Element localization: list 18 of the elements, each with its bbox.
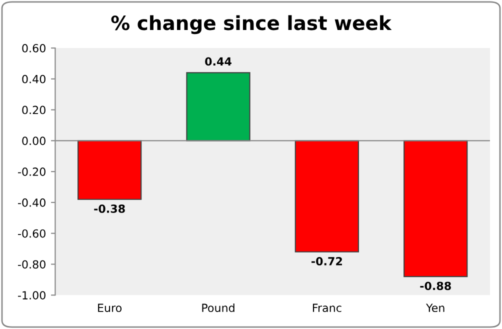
y-tick-label: 0.40 <box>22 74 46 84</box>
x-tick-label: Franc <box>312 304 342 312</box>
x-tick-label: Euro <box>98 304 122 312</box>
data-label: -0.88 <box>420 282 451 290</box>
y-tick-label: -0.80 <box>18 260 46 269</box>
y-tick-label: -0.40 <box>18 198 46 207</box>
data-label: -0.72 <box>312 257 342 266</box>
y-tick-label: -0.60 <box>18 229 46 238</box>
x-tick-label: Yen <box>426 304 444 312</box>
data-label: -0.38 <box>94 204 125 213</box>
y-tick-label: 0.00 <box>22 136 46 146</box>
chart-title: % change since last week <box>111 15 392 34</box>
y-tick-label: 0.60 <box>22 44 46 52</box>
x-tick-label: Pound <box>202 303 234 312</box>
data-label: 0.44 <box>205 57 232 66</box>
y-tick-label: 0.20 <box>22 106 46 114</box>
y-tick-label: -0.20 <box>18 168 46 176</box>
y-tick-label: -1.00 <box>18 291 46 300</box>
